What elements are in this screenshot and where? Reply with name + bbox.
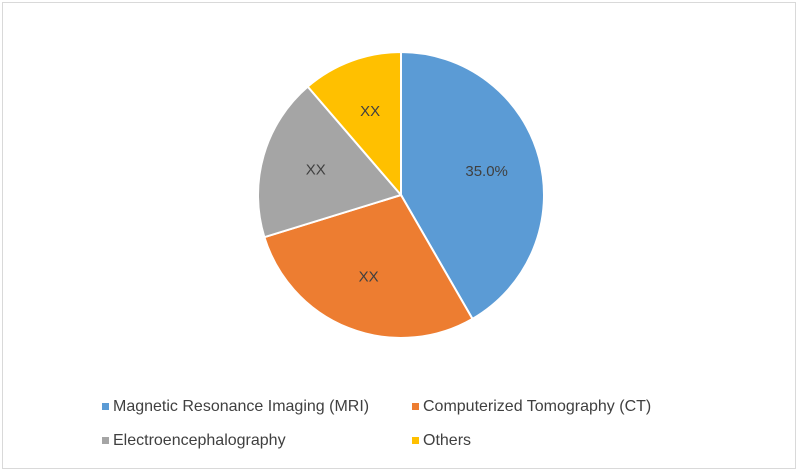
pie-slice-computerized-tomography-ct [263,193,474,339]
legend-swatch-magnetic-resonance-imaging-mri [102,403,109,410]
legend-label-others: Others [423,432,471,449]
data-label-others: XX [360,103,380,120]
pie-slice-electroencephalography [257,85,403,239]
data-label-magnetic-resonance-imaging-mri: 35.0% [465,163,508,180]
pie-slice-magnetic-resonance-imaging-mri [400,50,545,321]
legend-swatch-electroencephalography [102,437,109,444]
legend-label-magnetic-resonance-imaging-mri: Magnetic Resonance Imaging (MRI) [113,398,369,415]
data-label-computerized-tomography-ct: XX [359,269,379,286]
pie-data-labels: 35.0% XX XX XX [306,103,508,286]
legend-label-computerized-tomography-ct: Computerized Tomography (CT) [423,398,651,415]
chart-legend: Magnetic Resonance Imaging (MRI) Computer… [102,398,651,449]
legend-swatch-computerized-tomography-ct [412,403,419,410]
legend-swatch-others [412,437,419,444]
data-label-electroencephalography: XX [306,161,326,178]
legend-label-electroencephalography: Electroencephalography [113,432,286,449]
pie-slices [257,50,545,339]
pie-slice-others [306,50,402,198]
